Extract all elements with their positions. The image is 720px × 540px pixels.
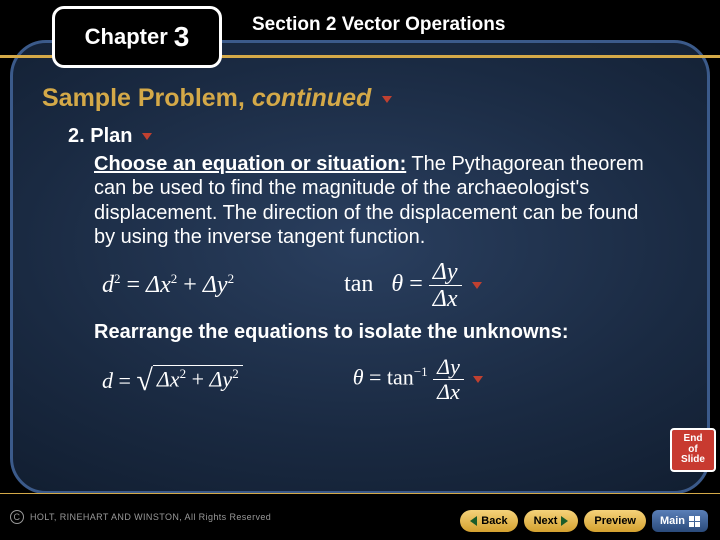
eq-dx: Δx xyxy=(146,272,171,298)
equation-d-solved: d = √ Δx2 + Δy2 xyxy=(102,365,243,394)
eq-sup: 2 xyxy=(114,271,121,286)
sqrt: √ Δx2 + Δy2 xyxy=(136,365,242,392)
frac-den: Δx xyxy=(437,380,460,403)
next-button[interactable]: Next xyxy=(524,510,579,532)
sqrt-body: Δx2 + Δy2 xyxy=(153,365,243,392)
eq-sup: 2 xyxy=(180,366,187,381)
frac-den: Δx xyxy=(433,286,458,311)
sqrt-icon: √ xyxy=(136,367,152,394)
copyright-text: HOLT, RINEHART AND WINSTON, All Rights R… xyxy=(30,512,271,522)
equation-tangent: tan θ = Δy Δx xyxy=(344,260,481,311)
copyright: C HOLT, RINEHART AND WINSTON, All Rights… xyxy=(10,510,271,524)
instruction-text: Choose an equation or situation: The Pyt… xyxy=(94,152,658,250)
eq-tan: tan xyxy=(344,271,373,297)
end-of-slide-badge[interactable]: End of Slide xyxy=(670,428,716,472)
equation-row-1: d2 = Δx2 + Δy2 tan θ = Δy Δx xyxy=(102,260,678,311)
plan-label: Plan xyxy=(90,125,132,147)
eq-sup: 2 xyxy=(171,271,178,286)
eq-d: d xyxy=(102,272,114,298)
back-button[interactable]: Back xyxy=(460,510,517,532)
eq-dy: Δy xyxy=(203,272,228,298)
equation-pythagoras: d2 = Δx2 + Δy2 xyxy=(102,271,234,299)
dropdown-arrow-icon xyxy=(473,376,483,383)
eq-d: d xyxy=(102,368,113,393)
grid-icon xyxy=(689,516,700,527)
frac-num: Δy xyxy=(433,356,464,380)
main-button[interactable]: Main xyxy=(652,510,708,532)
eq-dy: Δy xyxy=(210,366,233,391)
eq-tan: tan xyxy=(387,364,414,389)
chapter-tab: Chapter 3 xyxy=(52,6,222,68)
nav-buttons: Back Next Preview Main xyxy=(460,510,708,532)
next-arrow-icon xyxy=(561,516,568,526)
eq-sup: −1 xyxy=(414,364,428,379)
chapter-number: 3 xyxy=(174,21,190,53)
plan-step: 2. Plan xyxy=(68,125,678,148)
frac-num: Δy xyxy=(429,260,462,286)
back-arrow-icon xyxy=(470,516,477,526)
eq-sup: 2 xyxy=(232,366,239,381)
rearrange-text: Rearrange the equations to isolate the u… xyxy=(94,321,658,344)
fraction: Δy Δx xyxy=(433,356,464,403)
equation-row-2: d = √ Δx2 + Δy2 θ = tan−1 Δy Δx xyxy=(102,356,678,403)
section-title: Section 2 Vector Operations xyxy=(252,14,505,36)
instruction-underlined: Choose an equation or situation: xyxy=(94,153,406,175)
preview-label: Preview xyxy=(594,515,636,527)
eq-theta: θ xyxy=(391,271,403,297)
dropdown-arrow-icon xyxy=(142,133,152,140)
main-label: Main xyxy=(660,515,685,527)
fraction: Δy Δx xyxy=(429,260,462,311)
eq-dx: Δx xyxy=(157,366,180,391)
content-area: Sample Problem, continued 2. Plan Choose… xyxy=(42,84,678,480)
heading-main: Sample Problem, xyxy=(42,84,245,112)
dropdown-arrow-icon xyxy=(382,96,392,103)
plan-number: 2. xyxy=(68,125,85,147)
eq-sup: 2 xyxy=(228,271,235,286)
footer: C HOLT, RINEHART AND WINSTON, All Rights… xyxy=(0,494,720,540)
heading-italic: continued xyxy=(252,84,371,112)
chapter-label: Chapter xyxy=(85,24,168,50)
copyright-icon: C xyxy=(10,510,24,524)
eq-theta: θ xyxy=(353,364,364,389)
dropdown-arrow-icon xyxy=(472,282,482,289)
back-label: Back xyxy=(481,515,507,527)
equation-theta-solved: θ = tan−1 Δy Δx xyxy=(353,356,484,403)
preview-button[interactable]: Preview xyxy=(584,510,646,532)
next-label: Next xyxy=(534,515,558,527)
slide-heading: Sample Problem, continued xyxy=(42,84,678,113)
end-l3: Slide xyxy=(681,455,705,466)
